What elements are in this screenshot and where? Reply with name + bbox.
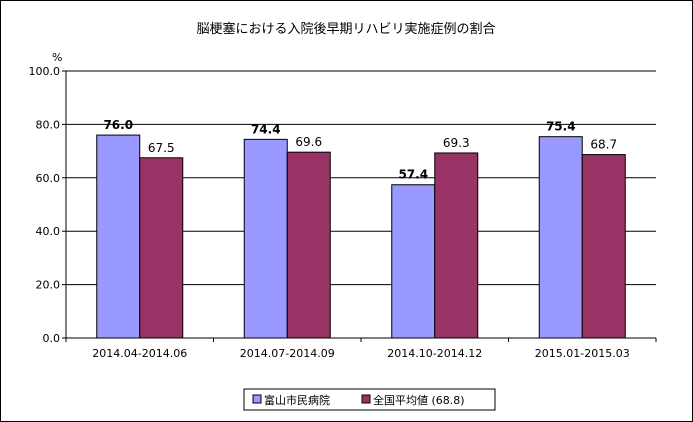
bar-series-1 — [391, 184, 436, 339]
data-label: 67.5 — [148, 141, 175, 155]
legend: 富山市民病院 全国平均値 (68.8) — [243, 388, 496, 411]
category-labels: 2014.04-2014.06 2014.07-2014.09 2014.10-20… — [92, 347, 629, 360]
data-label: 57.4 — [398, 168, 428, 182]
category-label: 2015.01-2015.03 — [535, 347, 630, 360]
y-tick-labels: 0.0 20.0 40.0 60.0 80.0 100.0 — [29, 65, 61, 345]
chart-title: 脳梗塞における入院後早期リハビリ実施症例の割合 — [196, 21, 495, 37]
legend-swatch — [361, 394, 371, 404]
value-labels: 76.0 67.5 74.4 69.6 57.4 69.3 75.4 68.7 — [103, 118, 617, 182]
bar-series-2 — [139, 157, 184, 339]
data-label: 68.7 — [590, 138, 617, 152]
bar-series-1 — [243, 138, 288, 339]
bar-series-2 — [581, 154, 626, 339]
legend-swatch — [252, 394, 262, 404]
y-tick-label: 80.0 — [36, 118, 61, 131]
bar-series-2 — [286, 151, 331, 339]
y-tick-label: 60.0 — [36, 172, 61, 185]
y-axis-unit: % — [52, 51, 62, 64]
bar-series-1 — [96, 134, 141, 339]
y-tick-label: 40.0 — [36, 225, 61, 238]
y-tick-label: 0.0 — [43, 332, 61, 345]
bar-series-1 — [538, 136, 583, 339]
y-tick-label: 100.0 — [29, 65, 61, 78]
category-label: 2014.04-2014.06 — [92, 347, 187, 360]
data-label: 74.4 — [251, 122, 281, 136]
axes — [62, 70, 657, 342]
legend-label: 富山市民病院 — [264, 393, 330, 407]
bars — [96, 134, 626, 339]
y-tick-label: 20.0 — [36, 279, 61, 292]
data-label: 69.6 — [295, 135, 322, 149]
legend-label: 全国平均値 (68.8) — [373, 393, 465, 407]
category-label: 2014.10-2014.12 — [387, 347, 482, 360]
category-label: 2014.07-2014.09 — [240, 347, 335, 360]
data-label: 76.0 — [103, 118, 133, 132]
bar-series-2 — [434, 152, 479, 339]
data-label: 75.4 — [546, 120, 576, 134]
data-label: 69.3 — [443, 136, 470, 150]
